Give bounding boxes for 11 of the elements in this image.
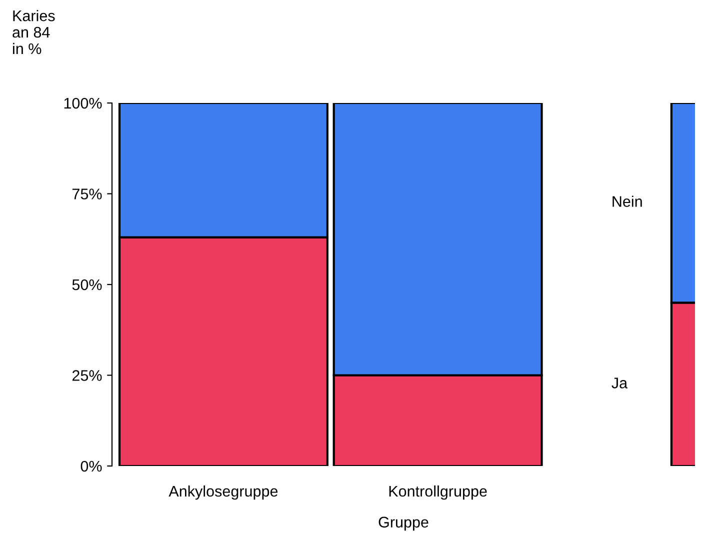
y-axis-title: Karies an 84 in % xyxy=(12,10,55,54)
text: Ja xyxy=(612,378,628,388)
x-tick-label: Ankylosegruppe xyxy=(168,485,278,500)
y-tick-label: 50% xyxy=(72,279,102,290)
y-tick-label: 75% xyxy=(72,188,102,200)
y-tick-label: 100% xyxy=(64,98,102,109)
x-axis-title: Gruppe xyxy=(378,516,428,531)
series-label: Nein xyxy=(612,196,642,207)
x-tick-label: Kontrollgruppe xyxy=(389,485,487,500)
y-tick-label: 0% xyxy=(80,460,102,472)
y-tick-label: 25% xyxy=(72,370,102,381)
